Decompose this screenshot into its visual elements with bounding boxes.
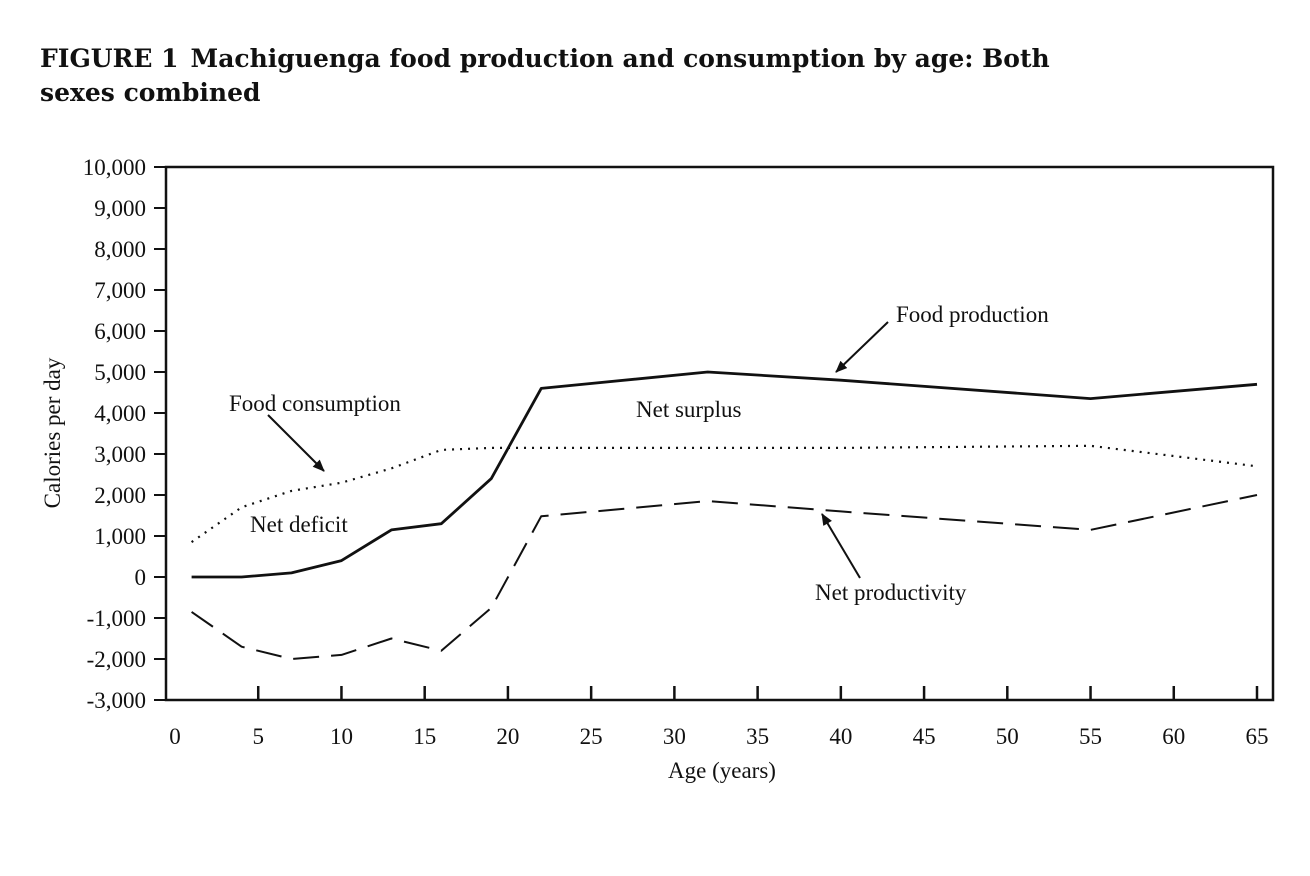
x-tick-label: 0 bbox=[169, 724, 181, 749]
x-tick-label: 60 bbox=[1162, 724, 1185, 749]
x-tick-label: 40 bbox=[829, 724, 852, 749]
y-tick-label: 3,000 bbox=[94, 442, 146, 467]
series-line-food-consumption bbox=[190, 444, 1258, 544]
x-tick-label: 45 bbox=[913, 724, 936, 749]
figure-number: FIGURE 1 bbox=[40, 44, 179, 73]
plot-frame bbox=[164, 165, 1275, 702]
x-axis: 0 5 10 15 20 25 30 35 40 45 50 55 60 65 bbox=[169, 686, 1269, 749]
annotation-net-productivity: Net productivity bbox=[815, 580, 967, 605]
x-tick-label: 35 bbox=[746, 724, 769, 749]
y-tick-label: 6,000 bbox=[94, 319, 146, 344]
y-tick-label: 7,000 bbox=[94, 278, 146, 303]
y-tick-label: 8,000 bbox=[94, 237, 146, 262]
x-axis-label: Age (years) bbox=[668, 758, 776, 783]
figure-title: FIGURE 1 Machiguenga food production and … bbox=[40, 42, 1100, 110]
y-tick-label: 5,000 bbox=[94, 360, 146, 385]
annotation-arrow-food-consumption bbox=[267, 414, 325, 472]
y-tick-label: 0 bbox=[135, 565, 147, 590]
annotation-food-production: Food production bbox=[896, 302, 1049, 327]
series-line-net-productivity bbox=[191, 494, 1258, 660]
annotation-food-consumption: Food consumption bbox=[229, 391, 401, 416]
y-axis-label: Calories per day bbox=[40, 357, 65, 508]
y-tick-label: 9,000 bbox=[94, 196, 146, 221]
y-tick-label: -3,000 bbox=[87, 688, 146, 713]
annotation-net-deficit: Net deficit bbox=[250, 512, 348, 537]
y-tick-label: 10,000 bbox=[83, 155, 146, 180]
x-tick-label: 15 bbox=[413, 724, 436, 749]
x-tick-label: 10 bbox=[330, 724, 353, 749]
y-tick-label: -2,000 bbox=[87, 647, 146, 672]
x-tick-label: 30 bbox=[663, 724, 686, 749]
series-line-food-production bbox=[191, 370, 1258, 579]
x-tick-label: 55 bbox=[1079, 724, 1102, 749]
series-layer bbox=[190, 370, 1258, 660]
y-axis: 10,000 9,000 8,000 7,000 6,000 5,000 4,000 3,00… bbox=[83, 155, 166, 713]
annotation-arrow-net-productivity bbox=[821, 513, 861, 579]
y-tick-label: 1,000 bbox=[94, 524, 146, 549]
y-tick-label: 4,000 bbox=[94, 401, 146, 426]
x-tick-label: 20 bbox=[496, 724, 519, 749]
x-tick-label: 50 bbox=[996, 724, 1019, 749]
annotation-net-surplus: Net surplus bbox=[636, 397, 741, 422]
y-tick-label: 2,000 bbox=[94, 483, 146, 508]
figure-caption: Machiguenga food production and consumpt… bbox=[40, 44, 1050, 107]
annotation-arrow-food-production bbox=[835, 321, 889, 373]
x-tick-label: 5 bbox=[252, 724, 264, 749]
y-tick-label: -1,000 bbox=[87, 606, 146, 631]
x-tick-label: 25 bbox=[580, 724, 603, 749]
x-tick-label: 65 bbox=[1246, 724, 1269, 749]
